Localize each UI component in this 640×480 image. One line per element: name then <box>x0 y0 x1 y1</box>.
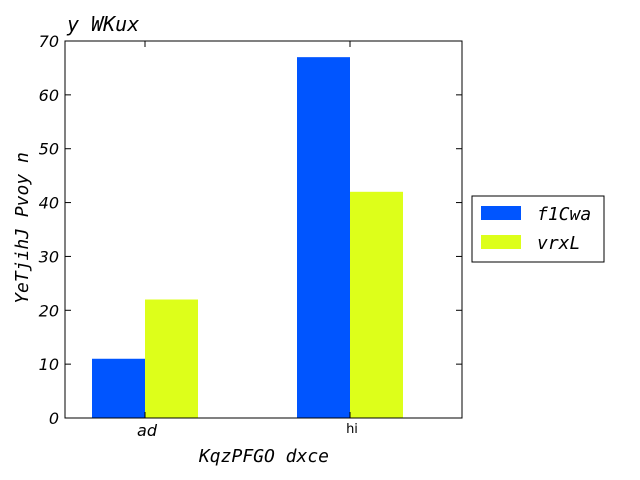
x-axis-ticks: ad hi <box>137 41 358 440</box>
legend-label-0: f1Cwa <box>537 204 591 225</box>
bar-hi-series-0 <box>297 57 350 419</box>
bar-ad-series-1 <box>145 299 198 418</box>
x-axis-label: KqzPFGO dxce <box>198 446 329 467</box>
bars-group <box>92 57 403 419</box>
y-tick-label: 60 <box>39 86 59 105</box>
y-axis-ticks: 0 10 20 30 40 50 60 70 <box>39 32 462 428</box>
y-axis-label: YeTjihJ Pvoy n <box>12 152 33 304</box>
y-tick-label: 10 <box>39 355 59 374</box>
bar-hi-series-1 <box>350 191 403 418</box>
plot-frame <box>64 40 463 419</box>
x-tick-label: hi <box>346 422 358 437</box>
y-tick-label: 30 <box>39 247 59 266</box>
y-tick-label: 70 <box>39 32 59 51</box>
y-tick-label: 0 <box>49 409 59 428</box>
x-tick-label: ad <box>137 421 158 440</box>
bar-ad-series-0 <box>92 358 145 418</box>
legend: f1Cwa vrxL <box>471 195 605 263</box>
legend-label-1: vrxL <box>537 233 580 254</box>
chart-title: y WKux <box>66 12 139 36</box>
legend-swatch-1 <box>481 235 521 249</box>
legend-swatch-0 <box>481 206 521 220</box>
y-tick-label: 40 <box>39 194 59 213</box>
y-tick-label: 20 <box>39 301 59 320</box>
y-tick-label: 50 <box>39 140 59 159</box>
